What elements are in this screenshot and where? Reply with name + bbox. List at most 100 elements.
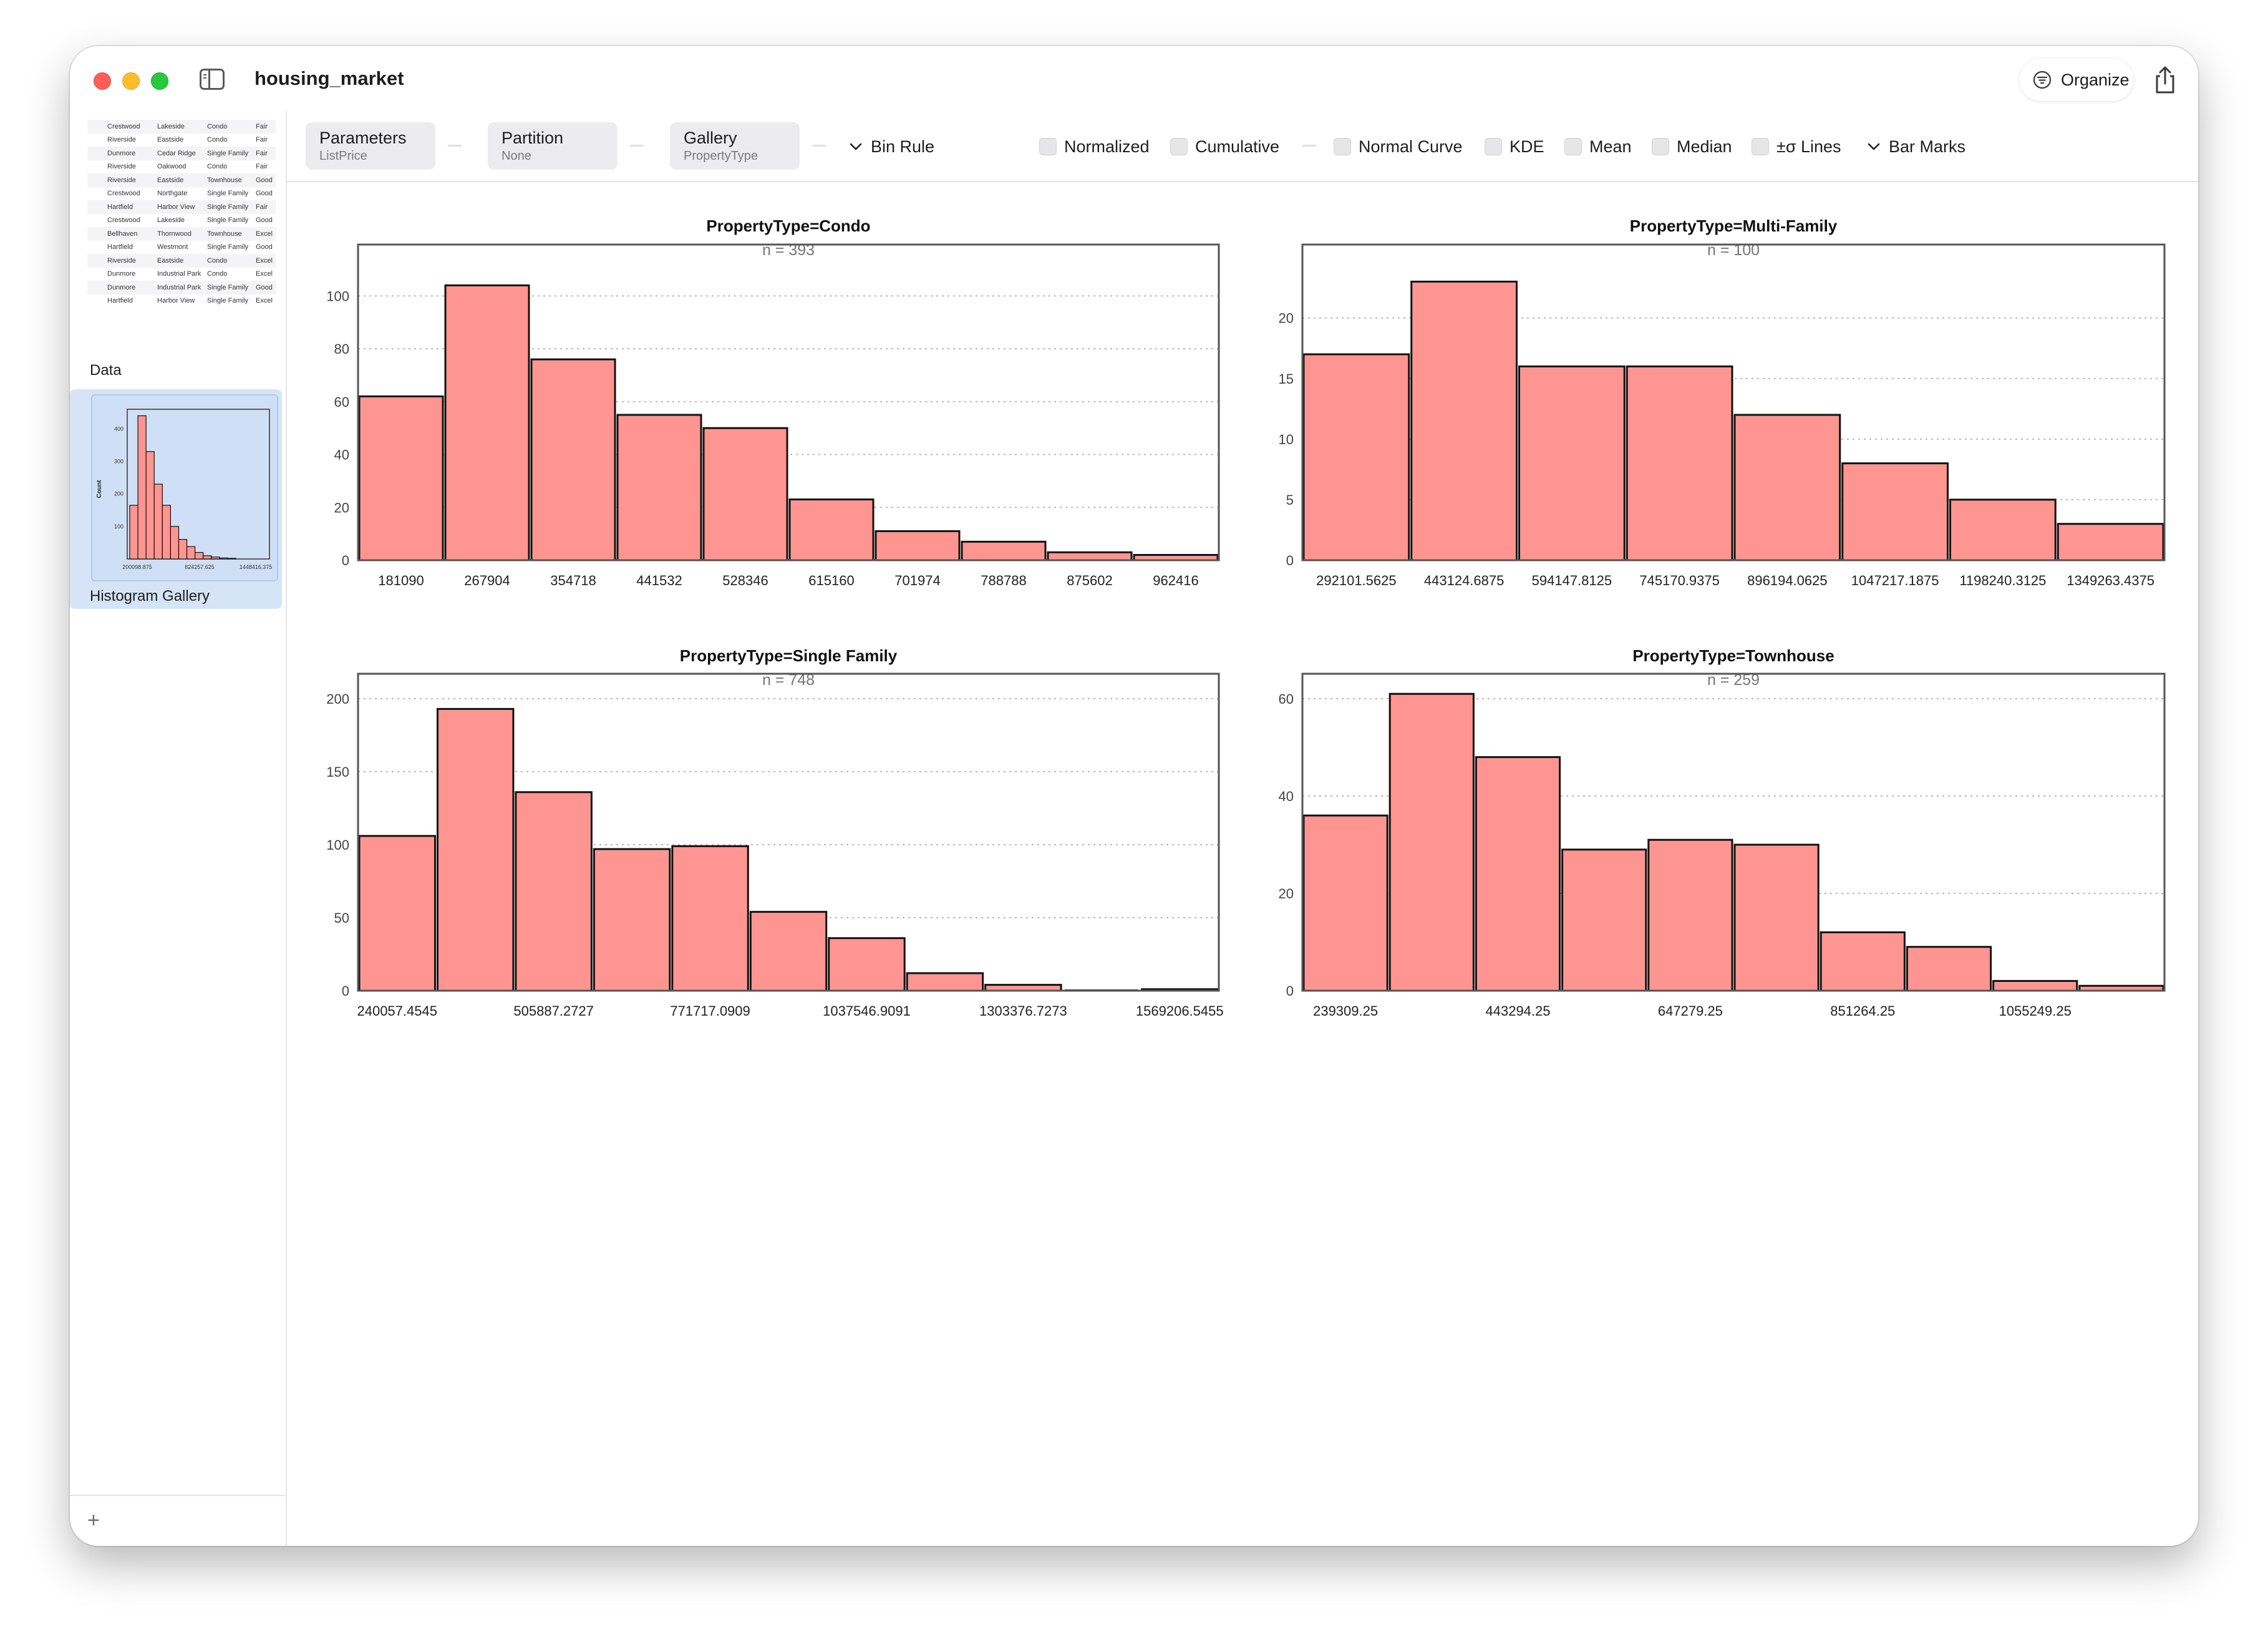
add-button[interactable]: +: [87, 1508, 100, 1532]
data-preview-cell: Townhouse: [207, 230, 242, 238]
thumb-ytick-label: 100: [114, 523, 124, 530]
data-preview-row: Riverside Oakwood Condo Fair: [87, 160, 276, 174]
toolbar: Parameters ListPrice Partition None Gall…: [287, 111, 2198, 182]
histogram-bar[interactable]: [616, 414, 702, 561]
share-icon[interactable]: [2151, 65, 2179, 95]
partition-pill[interactable]: Partition None: [488, 122, 618, 170]
histogram-bar[interactable]: [1047, 551, 1133, 561]
x-tick-label: 1198240.3125: [1959, 573, 2046, 588]
histogram-bar[interactable]: [1820, 931, 1906, 992]
minimize-window-button[interactable]: [122, 72, 140, 90]
mean-label: Mean: [1589, 137, 1632, 156]
bar-marks-menu[interactable]: Bar Marks: [1866, 136, 1965, 157]
x-tick-label: 701974: [894, 573, 940, 588]
sidebar-divider: [70, 1495, 286, 1496]
x-tick-label: 443294.25: [1486, 1003, 1551, 1019]
histogram-bar[interactable]: [1475, 756, 1561, 992]
histogram-bar[interactable]: [1561, 848, 1647, 992]
histogram-bar[interactable]: [1388, 692, 1475, 992]
histogram-bar[interactable]: [444, 284, 530, 561]
parameters-pill[interactable]: Parameters ListPrice: [306, 122, 435, 170]
y-tick-label: 40: [1279, 789, 1294, 804]
y-tick-label: 20: [1279, 311, 1294, 326]
x-tick-label: 771717.0909: [670, 1003, 750, 1019]
chart-title: PropertyType=Townhouse: [1632, 646, 1834, 665]
data-preview-row: Crestwood Northgate Single Family Good: [87, 187, 276, 201]
data-preview-cell: Northgate: [157, 190, 188, 198]
data-preview-row: Dunmore Industrial Park Condo Excel: [87, 268, 276, 281]
thumb-xtick-label: 824257.625: [185, 564, 215, 570]
median-checkbox[interactable]: [1652, 138, 1669, 155]
histogram-bar[interactable]: [1992, 979, 2078, 992]
data-preview-cell: Crestwood: [107, 190, 140, 198]
mean-toggle[interactable]: Mean: [1564, 136, 1632, 157]
sigma-lines-checkbox[interactable]: [1752, 138, 1769, 155]
y-tick-label: 5: [1286, 492, 1294, 508]
histogram-bar[interactable]: [1949, 498, 2057, 561]
sidebar-item-data-label[interactable]: Data: [90, 362, 122, 379]
histogram-bar[interactable]: [1626, 365, 1733, 561]
kde-checkbox[interactable]: [1485, 138, 1502, 155]
data-thumbnail[interactable]: Crestwood Lakeside Condo Fair Riverside Easts…: [87, 120, 276, 307]
normalized-checkbox[interactable]: [1039, 138, 1057, 155]
data-preview-row: Hartfield Westmont Single Family Good: [87, 241, 276, 255]
normal-curve-checkbox[interactable]: [1334, 138, 1351, 155]
gallery-pill[interactable]: Gallery PropertyType: [670, 122, 800, 170]
histogram-bar[interactable]: [1841, 462, 1949, 561]
histogram-bar[interactable]: [671, 845, 749, 992]
organize-button[interactable]: Organize: [2020, 59, 2133, 101]
data-preview-row: Riverside Eastside Condo Excel: [87, 254, 276, 268]
normal-curve-toggle[interactable]: Normal Curve: [1334, 136, 1463, 157]
normalized-toggle[interactable]: Normalized: [1039, 136, 1150, 157]
histogram-bar[interactable]: [1733, 414, 1841, 561]
histogram-bar[interactable]: [1302, 353, 1410, 561]
data-preview-cell: Townhouse: [207, 176, 242, 184]
x-tick-label: 851264.25: [1830, 1003, 1895, 1019]
histogram-bar[interactable]: [702, 427, 788, 561]
kde-toggle[interactable]: KDE: [1485, 136, 1544, 157]
data-preview-cell: Westmont: [157, 243, 188, 251]
histogram-bar[interactable]: [875, 530, 961, 561]
zoom-window-button[interactable]: [151, 72, 168, 90]
histogram-bar[interactable]: [961, 540, 1047, 561]
data-preview-cell: Riverside: [107, 136, 136, 144]
filter-lines-icon: [2033, 70, 2052, 89]
histogram-bar[interactable]: [1302, 814, 1388, 992]
histogram-bar[interactable]: [906, 972, 984, 992]
histogram-bar[interactable]: [1410, 280, 1518, 561]
histogram-bar[interactable]: [530, 358, 616, 561]
data-preview-cell: Excel: [256, 297, 273, 305]
histogram-bar[interactable]: [1733, 843, 1820, 992]
data-preview-cell: Good: [256, 283, 273, 291]
cumulative-label: Cumulative: [1195, 137, 1280, 156]
histogram-bar[interactable]: [788, 498, 875, 561]
data-preview-cell: Riverside: [107, 176, 136, 184]
data-preview-cell: Hartfield: [107, 243, 133, 251]
histogram-bar[interactable]: [1518, 365, 1626, 561]
cumulative-toggle[interactable]: Cumulative: [1170, 136, 1279, 157]
histogram-bar[interactable]: [593, 848, 671, 992]
histogram-bar[interactable]: [828, 937, 906, 992]
chevron-down-icon: [850, 143, 862, 150]
histogram-bar[interactable]: [358, 835, 436, 992]
histogram-bar[interactable]: [1647, 838, 1733, 992]
mean-checkbox[interactable]: [1564, 138, 1582, 155]
bin-rule-menu[interactable]: Bin Rule: [848, 136, 934, 157]
sigma-lines-toggle[interactable]: ±σ Lines: [1752, 136, 1841, 157]
normalized-label: Normalized: [1064, 137, 1150, 156]
close-window-button[interactable]: [94, 72, 111, 90]
data-preview-cell: Condo: [207, 136, 228, 144]
data-preview-cell: Fair: [256, 149, 268, 157]
y-tick-label: 10: [1279, 432, 1294, 447]
sidebar-toggle-icon[interactable]: [200, 69, 225, 90]
histogram-bar[interactable]: [1906, 946, 1992, 992]
sidebar-item-histogram-gallery[interactable]: 400 300 200 100 Count 200098.875 824257.625 144…: [70, 389, 282, 609]
cumulative-checkbox[interactable]: [1170, 138, 1188, 155]
histogram-bar[interactable]: [436, 707, 515, 992]
thumb-ylabel: Count: [96, 480, 103, 498]
histogram-bar[interactable]: [515, 791, 593, 992]
histogram-bar[interactable]: [2057, 523, 2164, 561]
histogram-bar[interactable]: [358, 395, 444, 561]
median-toggle[interactable]: Median: [1652, 136, 1732, 157]
histogram-bar[interactable]: [749, 911, 828, 992]
